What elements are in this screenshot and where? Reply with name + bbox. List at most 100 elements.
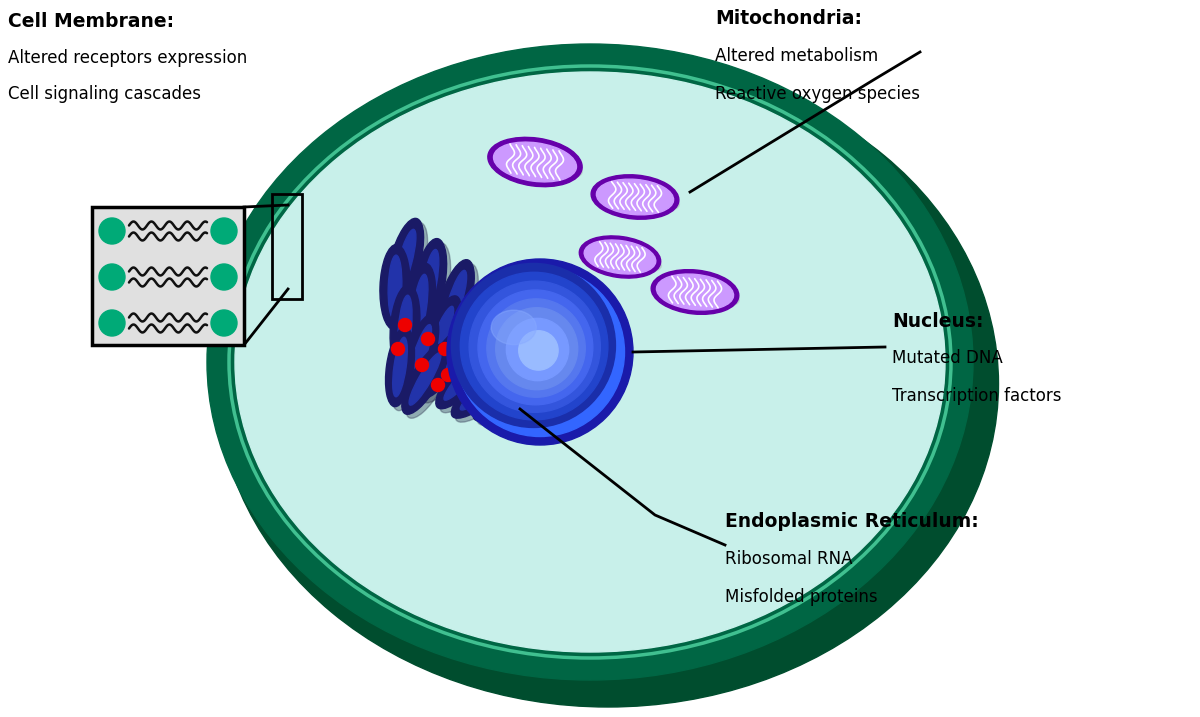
Circle shape	[511, 401, 524, 414]
Circle shape	[211, 218, 238, 244]
Circle shape	[442, 369, 455, 381]
Text: Altered receptors expression: Altered receptors expression	[8, 49, 247, 67]
Ellipse shape	[460, 286, 499, 366]
Ellipse shape	[487, 299, 586, 397]
Text: Cell Membrane:: Cell Membrane:	[8, 12, 174, 31]
Ellipse shape	[469, 281, 600, 412]
Ellipse shape	[491, 310, 536, 345]
Ellipse shape	[439, 264, 479, 348]
Circle shape	[432, 379, 444, 391]
Ellipse shape	[473, 376, 547, 422]
Ellipse shape	[424, 300, 464, 382]
Ellipse shape	[419, 296, 461, 378]
Ellipse shape	[493, 142, 576, 182]
Circle shape	[415, 358, 428, 371]
Ellipse shape	[584, 240, 656, 274]
Ellipse shape	[506, 318, 569, 381]
Text: Reactive oxygen species: Reactive oxygen species	[715, 85, 920, 103]
Ellipse shape	[394, 229, 416, 295]
Circle shape	[211, 310, 238, 336]
Ellipse shape	[384, 249, 414, 333]
Ellipse shape	[482, 384, 538, 414]
Ellipse shape	[580, 236, 661, 278]
Ellipse shape	[392, 337, 407, 397]
Ellipse shape	[592, 175, 679, 219]
Ellipse shape	[390, 222, 427, 310]
Ellipse shape	[451, 360, 518, 418]
Ellipse shape	[409, 353, 440, 405]
Ellipse shape	[426, 306, 454, 368]
Ellipse shape	[386, 219, 424, 305]
Ellipse shape	[418, 242, 451, 329]
Ellipse shape	[421, 329, 476, 403]
Ellipse shape	[498, 377, 572, 413]
Ellipse shape	[444, 353, 486, 400]
Ellipse shape	[401, 314, 439, 396]
Ellipse shape	[208, 44, 973, 680]
Text: Mutated DNA: Mutated DNA	[892, 349, 1003, 367]
Ellipse shape	[659, 283, 739, 309]
Ellipse shape	[398, 295, 412, 358]
Ellipse shape	[425, 335, 464, 389]
Text: Misfolded proteins: Misfolded proteins	[725, 588, 877, 606]
Ellipse shape	[413, 239, 446, 326]
Ellipse shape	[436, 345, 494, 409]
Ellipse shape	[508, 384, 563, 407]
Ellipse shape	[496, 308, 577, 390]
Ellipse shape	[439, 349, 498, 413]
Ellipse shape	[455, 282, 494, 362]
Ellipse shape	[462, 292, 487, 352]
Ellipse shape	[461, 272, 608, 420]
Ellipse shape	[235, 72, 946, 652]
Circle shape	[421, 333, 434, 346]
Ellipse shape	[478, 290, 593, 405]
Circle shape	[211, 264, 238, 290]
Ellipse shape	[408, 325, 432, 385]
FancyBboxPatch shape	[92, 207, 244, 345]
Ellipse shape	[404, 263, 436, 351]
Ellipse shape	[412, 275, 428, 340]
Ellipse shape	[496, 151, 582, 181]
Ellipse shape	[408, 267, 439, 355]
Circle shape	[98, 264, 125, 290]
Ellipse shape	[394, 289, 424, 374]
Ellipse shape	[596, 179, 673, 215]
Ellipse shape	[418, 325, 473, 399]
Ellipse shape	[446, 259, 634, 445]
Circle shape	[462, 381, 474, 394]
Text: Endoplasmic Reticulum:: Endoplasmic Reticulum:	[725, 512, 979, 531]
Ellipse shape	[406, 348, 452, 418]
Circle shape	[398, 318, 412, 331]
Ellipse shape	[402, 343, 448, 414]
Circle shape	[98, 310, 125, 336]
Ellipse shape	[385, 328, 414, 407]
Ellipse shape	[478, 380, 551, 426]
Ellipse shape	[587, 249, 661, 273]
Text: Transcription factors: Transcription factors	[892, 387, 1062, 405]
Ellipse shape	[380, 244, 410, 330]
Ellipse shape	[388, 255, 402, 319]
Circle shape	[438, 343, 451, 356]
Ellipse shape	[599, 189, 679, 214]
Ellipse shape	[390, 331, 419, 411]
Ellipse shape	[451, 263, 616, 427]
Ellipse shape	[443, 270, 467, 333]
Ellipse shape	[652, 270, 739, 314]
Ellipse shape	[518, 331, 558, 370]
Ellipse shape	[488, 138, 582, 186]
Ellipse shape	[656, 274, 733, 310]
Text: Ribosomal RNA: Ribosomal RNA	[725, 550, 852, 568]
Text: Cell signaling cascades: Cell signaling cascades	[8, 85, 202, 103]
Ellipse shape	[217, 61, 998, 707]
Ellipse shape	[421, 250, 439, 315]
Ellipse shape	[406, 318, 443, 399]
Ellipse shape	[436, 260, 474, 344]
Ellipse shape	[461, 368, 510, 410]
Ellipse shape	[502, 381, 576, 417]
Text: Mitochondria:: Mitochondria:	[715, 9, 862, 28]
Ellipse shape	[455, 364, 523, 422]
Text: Altered metabolism: Altered metabolism	[715, 47, 878, 65]
Ellipse shape	[390, 285, 420, 369]
Circle shape	[486, 391, 498, 404]
Circle shape	[391, 343, 404, 356]
